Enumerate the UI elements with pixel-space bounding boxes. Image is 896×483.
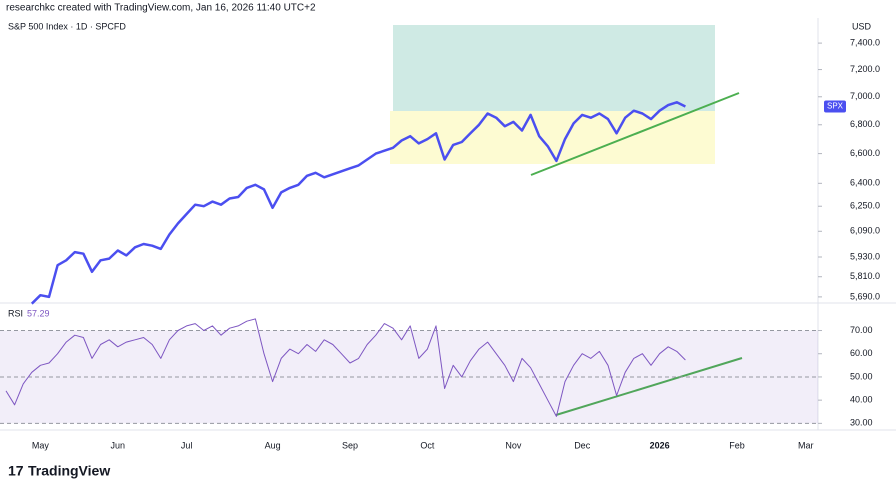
y-tick-label: 7,000.0 — [850, 91, 880, 101]
series-line — [30, 101, 686, 305]
y-tick-label: 70.00 — [850, 325, 873, 335]
x-tick-label: Mar — [798, 440, 814, 450]
chart-title: S&P 500 Index · 1D · SPCFD — [8, 21, 126, 31]
symbol-badge-text: SPX — [827, 102, 844, 111]
y-tick-label: 30.00 — [850, 418, 873, 428]
y-tick-label: 40.00 — [850, 395, 873, 405]
x-tick-label: Dec — [574, 440, 591, 450]
x-tick-label: Sep — [342, 440, 358, 450]
target-zone — [393, 25, 715, 111]
y-tick-label: 5,810.0 — [850, 271, 880, 281]
logo: 17 TradingView — [8, 463, 110, 479]
y-tick-label: 60.00 — [850, 348, 873, 358]
header: researchkc created with TradingView.com,… — [6, 3, 316, 14]
rsi-trend-line — [555, 357, 743, 416]
y-tick-label: 6,400.0 — [850, 178, 880, 188]
y-tick-label: 6,800.0 — [850, 119, 880, 129]
y-tick-label: 5,930.0 — [850, 251, 880, 261]
logo-text: TradingView — [28, 463, 110, 479]
y-tick-label: 6,250.0 — [850, 201, 880, 211]
x-tick-label: Feb — [729, 440, 745, 450]
y-tick-label: 50.00 — [850, 371, 873, 381]
currency: USD — [852, 21, 872, 31]
x-tick-label: 2026 — [650, 440, 670, 450]
series-line — [5, 318, 686, 417]
x-tick-label: Nov — [505, 440, 522, 450]
y-tick-label: 7,400.0 — [850, 37, 880, 47]
logo-mark: 17 — [8, 463, 24, 479]
x-tick-label: Oct — [420, 440, 435, 450]
y-tick-label: 5,690.0 — [850, 291, 880, 301]
y-tick-label: 7,200.0 — [850, 64, 880, 74]
symbol-badge — [824, 100, 846, 113]
plots: May Jun Jul Aug Sep Oct Nov Dec 2026 Feb Mar 5,690.… — [0, 37, 880, 450]
y-tick-label: 6,090.0 — [850, 226, 880, 236]
trend-line — [530, 92, 740, 176]
rsi-title: RSI — [8, 308, 23, 318]
rsi-value: 57.29 — [27, 308, 50, 318]
x-tick-label: Aug — [265, 440, 281, 450]
x-tick-label: May — [32, 440, 50, 450]
x-tick-label: Jul — [181, 440, 193, 450]
y-tick-label: 6,600.0 — [850, 148, 880, 158]
x-tick-label: Jun — [111, 440, 126, 450]
